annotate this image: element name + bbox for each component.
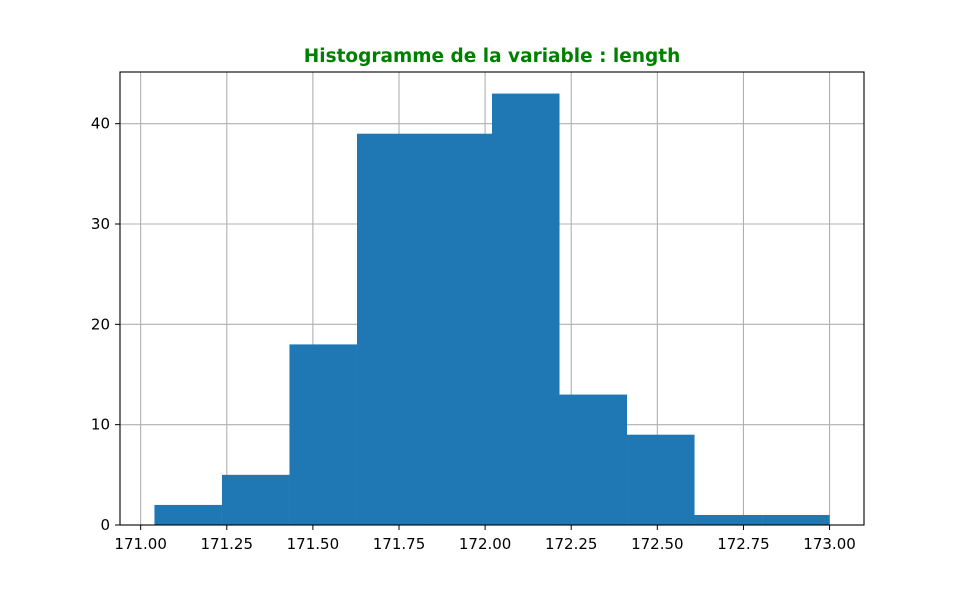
histogram-bar xyxy=(424,133,492,525)
chart-title: Histogramme de la variable : length xyxy=(304,46,681,67)
histogram-bar xyxy=(356,133,425,525)
histogram-bar xyxy=(559,394,628,525)
y-tick-label: 40 xyxy=(91,115,110,133)
x-tick-label: 171.75 xyxy=(373,535,426,553)
x-tick-label: 172.25 xyxy=(545,535,598,553)
histogram-bars xyxy=(154,93,830,526)
x-axis-ticks: 171.00 171.25 171.50 171.75 172.00 172.25 172.… xyxy=(114,525,856,553)
histogram-bar xyxy=(154,504,222,525)
histogram-bar xyxy=(627,434,695,525)
y-axis-ticks: 0 10 20 30 40 xyxy=(91,115,120,534)
y-tick-label: 0 xyxy=(100,516,110,534)
histogram-bar xyxy=(492,93,560,526)
x-tick-label: 171.00 xyxy=(114,535,167,553)
histogram-bar xyxy=(762,514,830,525)
x-tick-label: 171.50 xyxy=(287,535,340,553)
x-tick-label: 173.00 xyxy=(803,535,856,553)
plot-frame xyxy=(119,71,865,526)
x-tick-label: 172.75 xyxy=(717,535,770,553)
y-tick-label: 20 xyxy=(91,315,110,333)
x-tick-label: 172.00 xyxy=(459,535,512,553)
histogram-bar xyxy=(289,344,357,525)
y-tick-label: 10 xyxy=(91,416,110,434)
x-tick-label: 171.25 xyxy=(201,535,254,553)
histogram-bar xyxy=(694,514,763,525)
histogram-bar xyxy=(221,474,290,525)
x-tick-label: 172.50 xyxy=(631,535,684,553)
y-tick-label: 30 xyxy=(91,215,110,233)
